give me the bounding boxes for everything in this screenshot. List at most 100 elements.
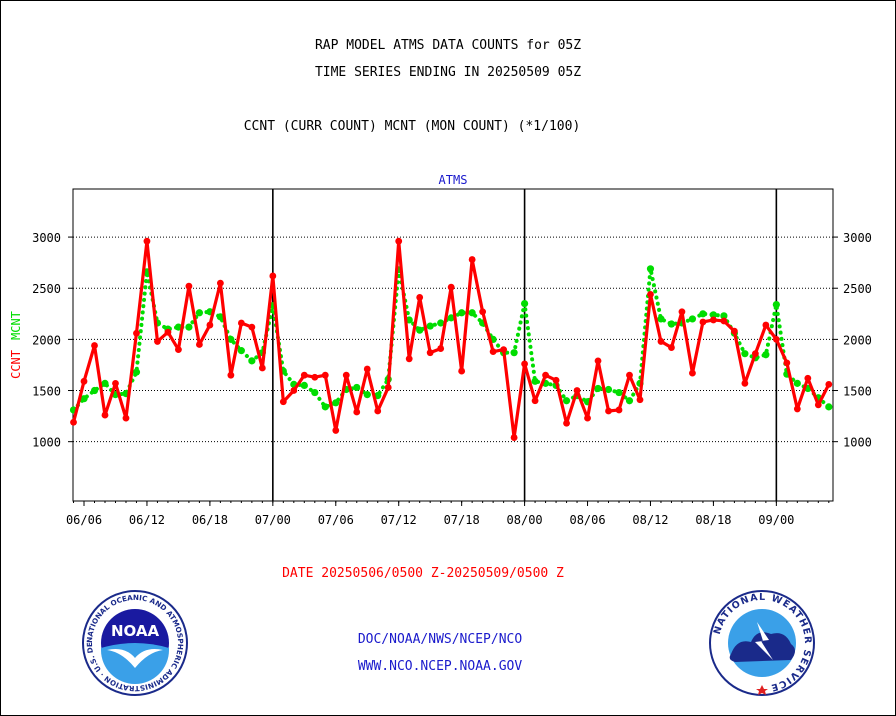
nws-logo: NATIONAL WEATHER SERVICE: [709, 590, 815, 696]
data-point-ccnt: [594, 357, 602, 365]
data-point-mcnt: [185, 323, 193, 331]
data-point-ccnt: [447, 283, 455, 291]
data-point-ccnt: [479, 308, 487, 316]
data-point-ccnt: [164, 328, 172, 336]
y-tick-label-right: 1500: [843, 385, 872, 399]
data-point-ccnt: [154, 338, 161, 345]
data-point-mcnt: [741, 350, 749, 358]
plot-frame: [72, 188, 834, 502]
data-point-ccnt: [468, 256, 476, 263]
noaa-logo-text: NOAA: [111, 622, 160, 640]
data-point-mcnt: [615, 388, 623, 397]
chart-title-line2: TIME SERIES ENDING IN 20250509 05Z: [314, 65, 582, 80]
y-tick-label-left: 2000: [32, 333, 61, 347]
credit-website: WWW.NCO.NCEP.NOAA.GOV: [357, 659, 523, 674]
data-point-ccnt: [720, 317, 728, 325]
data-point-mcnt: [709, 311, 718, 319]
x-tick-label: 06/12: [129, 513, 165, 527]
data-point-ccnt: [185, 282, 193, 290]
data-point-ccnt: [279, 398, 287, 406]
x-tick-label: 07/00: [255, 513, 291, 527]
data-point-ccnt: [458, 367, 466, 375]
data-point-mcnt: [216, 313, 224, 321]
data-point-mcnt: [311, 388, 319, 397]
data-point-ccnt: [311, 373, 319, 381]
y-tick-label-left: 1500: [32, 385, 61, 399]
data-point-ccnt: [584, 414, 591, 422]
data-point-mcnt: [793, 379, 801, 387]
x-tick-label: 08/12: [632, 513, 668, 527]
data-point-ccnt: [248, 323, 256, 331]
data-point-mcnt: [416, 326, 424, 334]
data-point-mcnt: [667, 320, 676, 328]
x-tick-label: 07/18: [444, 513, 480, 527]
data-point-ccnt: [563, 419, 570, 427]
x-tick-label: 06/18: [192, 513, 228, 527]
data-point-ccnt: [384, 384, 392, 391]
data-point-ccnt: [342, 371, 350, 379]
x-tick-label: 08/00: [507, 513, 543, 527]
data-point-mcnt: [237, 347, 245, 355]
data-point-ccnt: [374, 407, 382, 415]
data-point-ccnt: [626, 371, 633, 379]
data-point-ccnt: [825, 380, 833, 388]
data-point-mcnt: [520, 299, 529, 308]
data-point-ccnt: [605, 407, 612, 415]
data-point-ccnt: [133, 329, 140, 337]
data-point-ccnt: [783, 359, 791, 367]
data-point-ccnt: [751, 350, 759, 358]
data-point-ccnt: [741, 379, 749, 387]
data-point-ccnt: [405, 355, 413, 363]
data-point-ccnt: [510, 434, 518, 441]
y-tick-label-left: 3000: [32, 231, 61, 245]
data-point-mcnt: [437, 319, 445, 327]
data-point-ccnt: [730, 327, 738, 335]
x-tick-label: 07/06: [318, 513, 354, 527]
data-point-mcnt: [80, 395, 88, 403]
data-point-ccnt: [615, 406, 623, 414]
data-point-ccnt: [689, 369, 696, 377]
data-point-ccnt: [552, 376, 560, 384]
noaa-logo: NATIONAL OCEANIC AND ATMOSPHERIC ADMINIS…: [80, 588, 188, 696]
data-point-ccnt: [657, 338, 665, 345]
data-point-mcnt: [604, 385, 613, 394]
date-range-label: DATE 20250506/0500 Z-20250509/0500 Z: [282, 566, 564, 581]
data-point-ccnt: [678, 308, 686, 316]
data-point-ccnt: [710, 316, 717, 324]
data-point-ccnt: [237, 319, 245, 327]
data-point-ccnt: [70, 418, 77, 426]
credit-agency: DOC/NOAA/NWS/NCEP/NCO: [357, 632, 523, 647]
data-point-ccnt: [112, 379, 119, 387]
data-point-ccnt: [196, 341, 203, 348]
data-point-ccnt: [269, 272, 277, 280]
data-point-ccnt: [437, 345, 445, 352]
y-tick-label-right: 2000: [843, 333, 872, 347]
data-point-ccnt: [521, 360, 528, 368]
data-point-ccnt: [426, 349, 434, 357]
data-point-ccnt: [531, 397, 539, 405]
data-point-ccnt: [363, 365, 371, 373]
data-point-mcnt: [101, 379, 109, 387]
data-point-ccnt: [542, 371, 549, 379]
data-point-mcnt: [562, 397, 571, 405]
data-point-mcnt: [594, 384, 602, 393]
y-tick-label-right: 3000: [843, 231, 872, 245]
data-point-mcnt: [332, 399, 340, 407]
x-tick-label: 06/06: [66, 513, 102, 527]
data-point-ccnt: [91, 342, 98, 349]
data-point-ccnt: [668, 344, 675, 351]
data-point-ccnt: [143, 237, 151, 245]
data-point-ccnt: [489, 348, 497, 356]
data-point-mcnt: [762, 351, 770, 359]
data-point-ccnt: [258, 364, 266, 372]
data-point-ccnt: [206, 321, 214, 329]
data-point-mcnt: [300, 381, 308, 390]
y-axis-label: CCNT MCNT: [9, 311, 23, 379]
data-point-ccnt: [80, 377, 88, 385]
data-point-mcnt: [625, 397, 634, 405]
data-point-mcnt: [353, 383, 361, 392]
y-tick-label-right: 1000: [843, 436, 872, 450]
data-point-ccnt: [804, 374, 812, 382]
data-point-ccnt: [332, 427, 340, 434]
y-tick-label-left: 1000: [32, 436, 61, 450]
